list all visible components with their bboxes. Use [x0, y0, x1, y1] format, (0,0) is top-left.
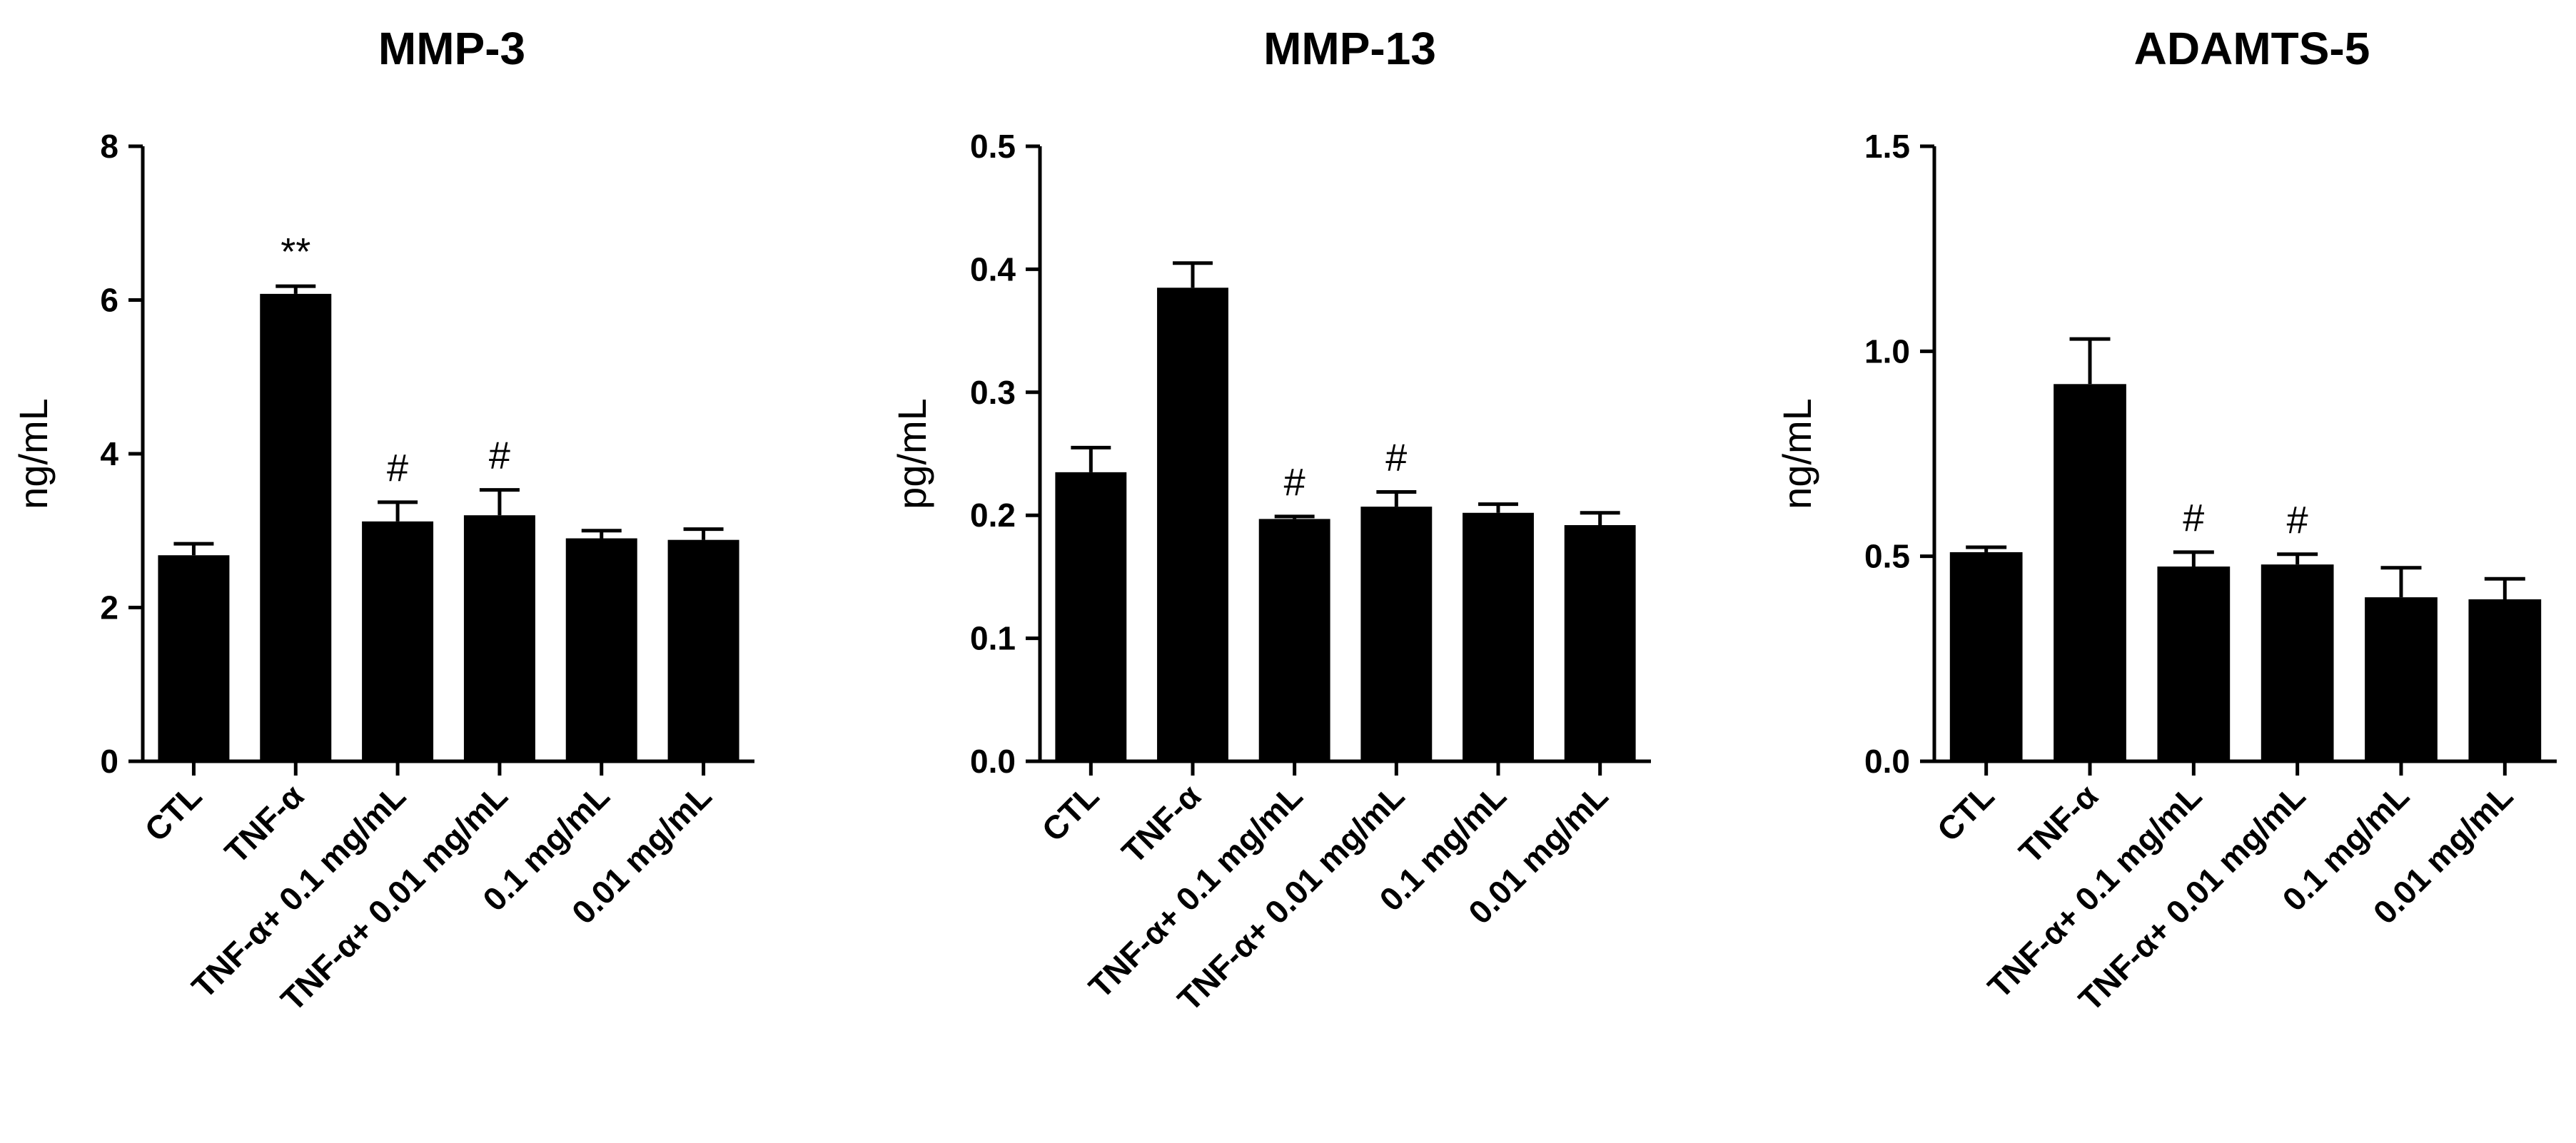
y-tick-label: 0 [100, 743, 118, 780]
significance-marker: ** [281, 230, 310, 273]
bar-tnf-0-1-mg-ml [362, 521, 434, 761]
bar-ctl [1055, 472, 1127, 761]
y-tick-label: 0.5 [970, 128, 1016, 165]
significance-marker: # [2183, 497, 2204, 539]
y-tick-label: 0.0 [1864, 743, 1910, 780]
bar-ctl [1949, 552, 2023, 761]
x-tick-label: TNF-α [1114, 777, 1208, 870]
bar-0-01-mg-ml [1564, 524, 1636, 761]
chart-title: MMP-3 [378, 23, 525, 74]
significance-marker: # [2287, 499, 2308, 542]
y-tick-label: 8 [100, 128, 118, 165]
bar-0-1-mg-ml [1463, 512, 1534, 761]
bar-tnf-0-01-mg-ml [2261, 564, 2334, 761]
y-axis-label: ng/mL [11, 398, 56, 509]
y-tick-label: 0.5 [1864, 538, 1910, 575]
x-tick-label: TNF-α [217, 777, 310, 870]
y-axis-label: pg/mL [889, 398, 934, 509]
bar-tnf-0-1-mg-ml [1258, 519, 1330, 761]
bar-tnf-0-1-mg-ml [2157, 567, 2231, 761]
significance-marker: # [1385, 436, 1407, 479]
bar-tnf-0-01-mg-ml [463, 515, 535, 761]
y-tick-label: 0.0 [970, 743, 1016, 780]
y-tick-label: 0.1 [970, 620, 1016, 657]
bar-ctl [158, 555, 230, 761]
x-tick-label: CTL [1034, 777, 1106, 848]
y-tick-label: 1.5 [1864, 128, 1910, 165]
x-tick-label: TNF-α [2011, 777, 2105, 870]
y-tick-label: 2 [100, 589, 118, 626]
bar-0-01-mg-ml [2468, 599, 2542, 761]
bar-0-1-mg-ml [565, 538, 637, 761]
y-tick-label: 4 [100, 435, 118, 472]
y-axis-label: ng/mL [1774, 398, 1819, 509]
y-tick-label: 0.2 [970, 497, 1016, 534]
x-tick-label: CTL [1930, 777, 2001, 848]
bar-0-1-mg-ml [2365, 597, 2438, 761]
bar-tnf-0-01-mg-ml [1360, 507, 1433, 761]
significance-marker: # [489, 435, 510, 477]
y-tick-label: 6 [100, 282, 118, 319]
y-tick-label: 1.0 [1864, 332, 1910, 370]
chart-title: ADAMTS-5 [2134, 23, 2370, 74]
chart-title: MMP-13 [1263, 23, 1436, 74]
bar-tnf [2054, 384, 2126, 761]
y-tick-label: 0.4 [970, 250, 1016, 288]
significance-marker: # [387, 447, 408, 489]
y-tick-label: 0.3 [970, 374, 1016, 411]
bar-0-01-mg-ml [667, 539, 739, 761]
bar-tnf [260, 293, 332, 761]
x-tick-label: CTL [137, 777, 208, 848]
significance-marker: # [1284, 461, 1305, 504]
bar-tnf [1157, 288, 1228, 761]
